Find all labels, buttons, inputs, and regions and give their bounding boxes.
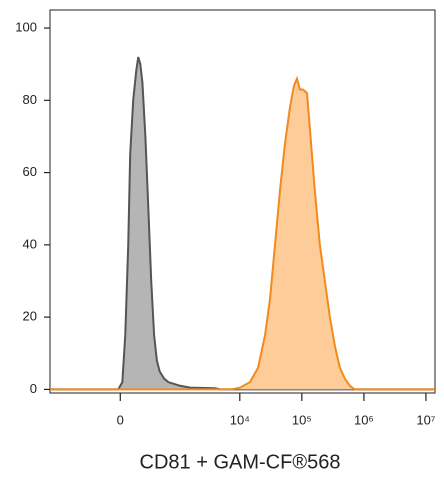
area-fill bbox=[50, 56, 435, 390]
area-fill bbox=[50, 78, 435, 390]
x-tick-label: 10⁶ bbox=[354, 412, 374, 427]
x-axis-label: CD81 + GAM-CF®568 bbox=[140, 451, 341, 473]
area-line bbox=[50, 56, 435, 391]
x-tick-label: 10⁵ bbox=[292, 412, 312, 427]
x-tick-label: 10⁷ bbox=[416, 412, 435, 427]
y-tick-label: 0 bbox=[30, 381, 37, 396]
x-tick-label: 0 bbox=[117, 412, 124, 427]
x-tick-label: 10⁴ bbox=[230, 412, 250, 427]
y-tick-label: 60 bbox=[23, 164, 37, 179]
y-tick-label: 20 bbox=[23, 309, 37, 324]
y-tick-label: 80 bbox=[23, 92, 37, 107]
area-line bbox=[50, 75, 435, 391]
plot-frame bbox=[49, 9, 436, 394]
y-tick-label: 40 bbox=[23, 236, 37, 251]
y-tick-label: 100 bbox=[15, 20, 37, 35]
